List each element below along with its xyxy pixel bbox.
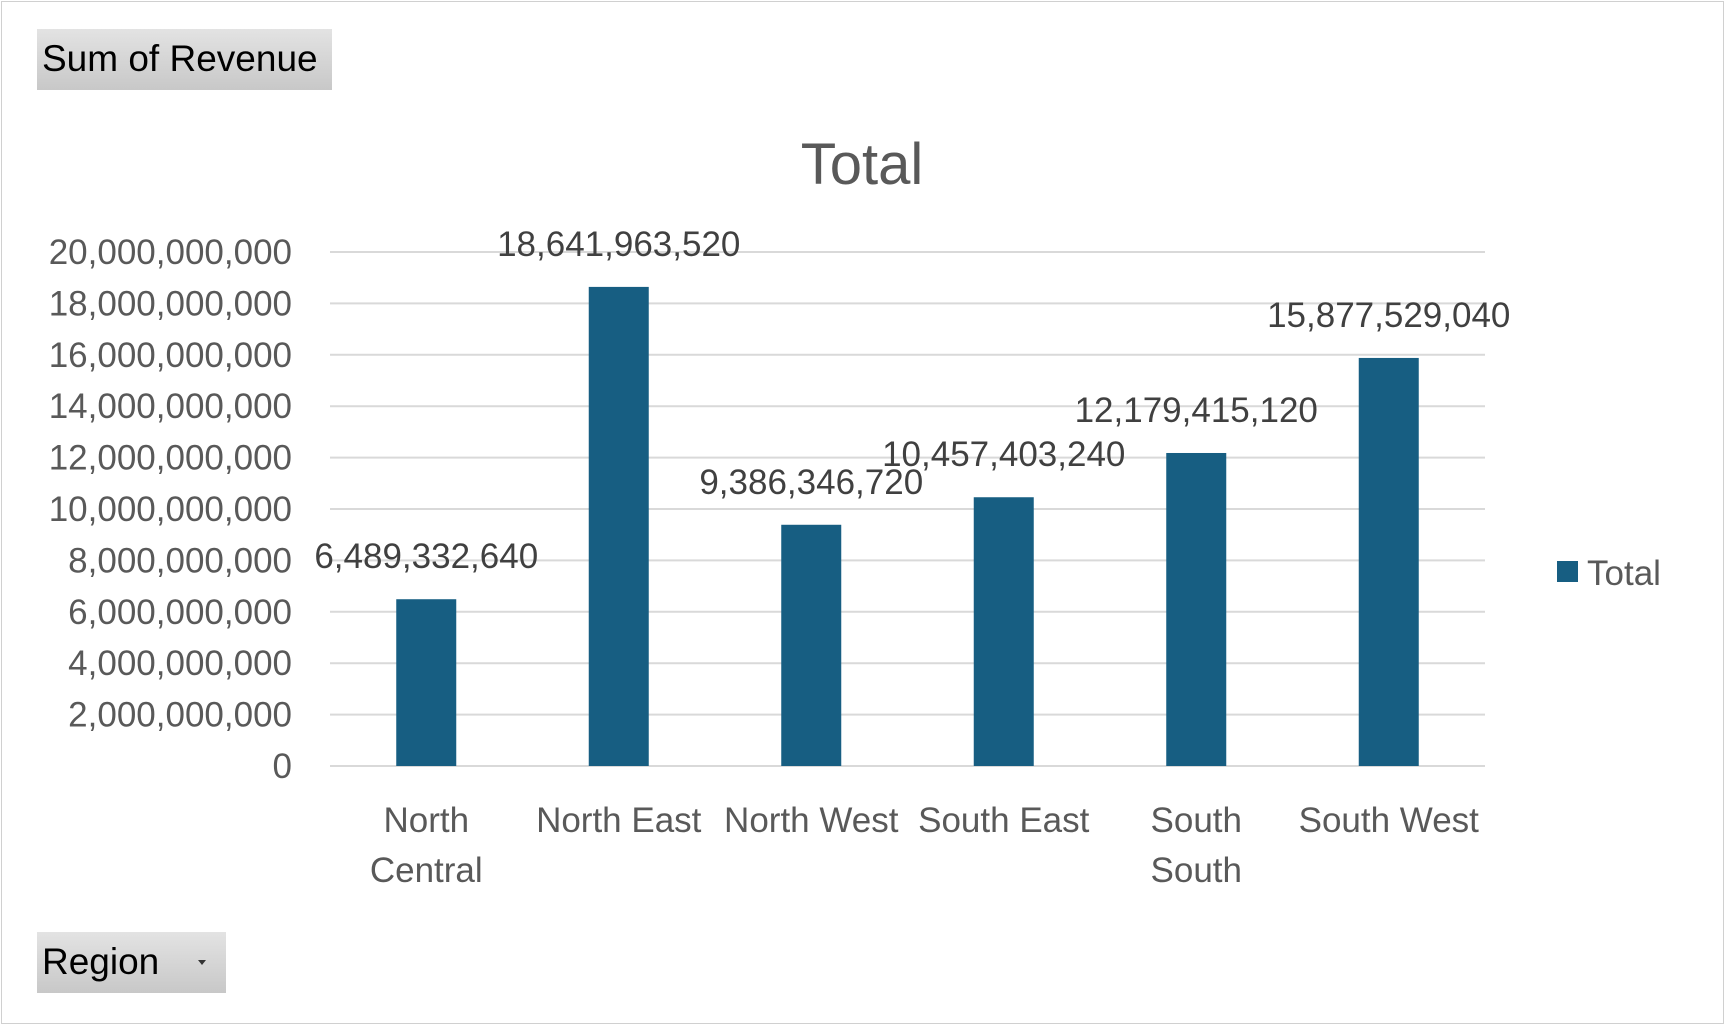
- category-label: North: [383, 801, 469, 840]
- data-labels: 6,489,332,640 18,641,963,520 9,386,346,720…: [314, 225, 1510, 576]
- y-tick-label: 8,000,000,000: [68, 541, 292, 580]
- category-label: Central: [370, 851, 483, 890]
- category-label: South: [1151, 851, 1242, 890]
- y-tick-label: 18,000,000,000: [49, 284, 292, 323]
- data-label: 9,386,346,720: [699, 463, 923, 502]
- category-label: North East: [536, 801, 702, 840]
- chart-title: Total: [801, 132, 924, 197]
- y-tick-label: 12,000,000,000: [49, 439, 292, 478]
- y-tick-label: 2,000,000,000: [68, 696, 292, 735]
- bar: [781, 524, 842, 766]
- bar: [1358, 357, 1419, 766]
- data-label: 18,641,963,520: [497, 225, 740, 264]
- bar: [1166, 452, 1227, 766]
- y-tick-label: 4,000,000,000: [68, 644, 292, 683]
- bar-series: [396, 286, 1419, 766]
- data-label: 10,457,403,240: [882, 435, 1125, 474]
- y-axis: 0 2,000,000,000 4,000,000,000 6,000,000,000…: [49, 233, 292, 786]
- bar: [973, 497, 1034, 766]
- data-label: 12,179,415,120: [1075, 391, 1318, 430]
- y-tick-label: 20,000,000,000: [49, 233, 292, 272]
- dropdown-arrow-icon: [198, 960, 206, 965]
- category-label: South: [1151, 801, 1242, 840]
- y-tick-label: 14,000,000,000: [49, 387, 292, 426]
- bar: [588, 286, 649, 766]
- legend: Total: [1557, 554, 1661, 593]
- bar: [396, 599, 457, 766]
- y-tick-label: 6,000,000,000: [68, 593, 292, 632]
- x-axis: North Central North East North West South Ea…: [370, 801, 1479, 890]
- y-tick-label: 10,000,000,000: [49, 490, 292, 529]
- data-label: 15,877,529,040: [1267, 296, 1510, 335]
- category-label: South West: [1299, 801, 1480, 840]
- gridlines: [330, 251, 1485, 767]
- region-field-button[interactable]: Region: [37, 932, 226, 993]
- y-tick-label: 0: [273, 747, 292, 786]
- data-label: 6,489,332,640: [314, 537, 538, 576]
- category-label: North West: [724, 801, 899, 840]
- y-tick-label: 16,000,000,000: [49, 336, 292, 375]
- region-field-label: Region: [42, 941, 160, 982]
- legend-swatch: [1557, 561, 1578, 582]
- legend-label: Total: [1587, 554, 1661, 593]
- category-label: South East: [918, 801, 1089, 840]
- value-field-button[interactable]: Sum of Revenue: [37, 29, 332, 90]
